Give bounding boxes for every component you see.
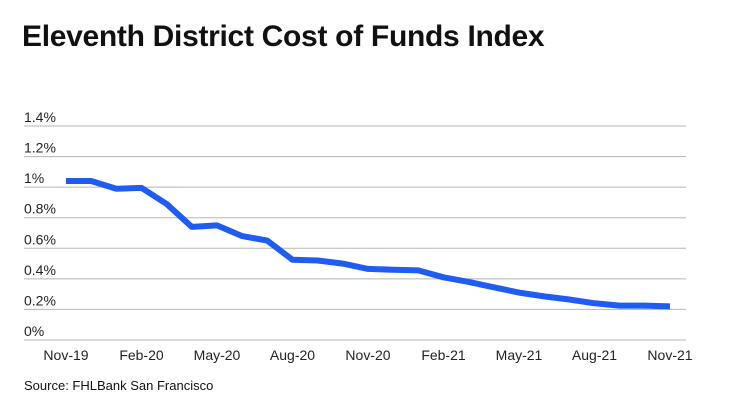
x-tick-label: Feb-20 <box>119 347 164 363</box>
y-tick-label: 0.4% <box>24 262 56 278</box>
y-tick-label: 0% <box>24 323 44 339</box>
y-tick-label: 1% <box>24 170 44 186</box>
y-tick-label: 0.8% <box>24 201 56 217</box>
x-tick-label: May-20 <box>194 347 241 363</box>
y-tick-label: 0.6% <box>24 231 56 247</box>
x-tick-label: Aug-20 <box>270 347 315 363</box>
y-tick-label: 1.2% <box>24 140 56 156</box>
x-tick-label: Nov-19 <box>43 347 88 363</box>
x-tick-label: Nov-20 <box>345 347 390 363</box>
x-tick-label: Nov-21 <box>647 347 692 363</box>
x-tick-label: Feb-21 <box>421 347 466 363</box>
y-tick-label: 1.4% <box>24 109 56 125</box>
x-tick-label: May-21 <box>496 347 543 363</box>
chart-title: Eleventh District Cost of Funds Index <box>22 20 545 53</box>
x-tick-label: Aug-21 <box>572 347 617 363</box>
series-line-0 <box>66 178 671 310</box>
chart-source: Source: FHLBank San Francisco <box>24 378 214 393</box>
y-tick-label: 0.2% <box>24 292 56 308</box>
